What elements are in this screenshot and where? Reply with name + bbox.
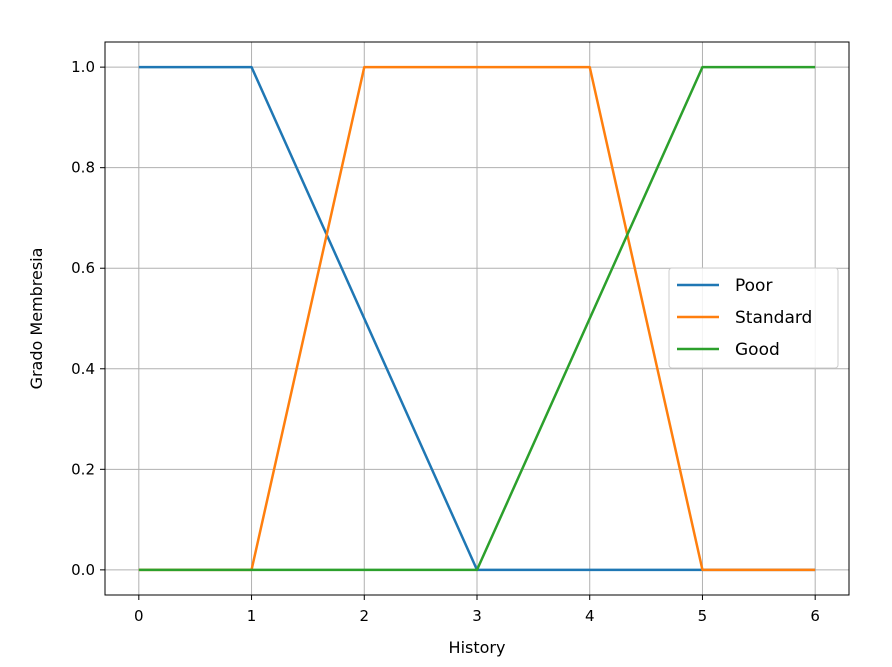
x-tick-label: 0	[134, 607, 144, 625]
legend-box	[668, 267, 839, 369]
x-tick-label: 6	[810, 607, 820, 625]
y-tick-label: 0.4	[71, 360, 95, 378]
series-lines	[138, 65, 816, 572]
y-tick-label: 0.0	[71, 561, 95, 579]
y-tick-label: 0.8	[71, 159, 95, 177]
legend-label: Good	[735, 340, 780, 360]
legend: Poor Standard Good	[668, 267, 839, 369]
x-axis-ticks: 0 1 2 3 4 5 6	[134, 595, 820, 625]
y-axis-ticks: 0.0 0.2 0.4 0.6 0.8 1.0	[71, 58, 105, 579]
series-line-poor	[138, 65, 816, 572]
series-line-good	[138, 65, 816, 572]
legend-label: Standard	[735, 308, 812, 328]
x-tick-label: 3	[472, 607, 482, 625]
legend-label: Poor	[735, 276, 772, 296]
y-axis-label: Grado Membresia	[27, 248, 46, 390]
x-tick-label: 5	[698, 607, 708, 625]
x-axis-label: History	[449, 638, 506, 657]
x-tick-label: 4	[585, 607, 595, 625]
x-tick-label: 1	[247, 607, 257, 625]
x-tick-label: 2	[359, 607, 369, 625]
y-tick-label: 0.6	[71, 259, 95, 277]
y-tick-label: 0.2	[71, 460, 95, 478]
y-tick-label: 1.0	[71, 58, 95, 76]
